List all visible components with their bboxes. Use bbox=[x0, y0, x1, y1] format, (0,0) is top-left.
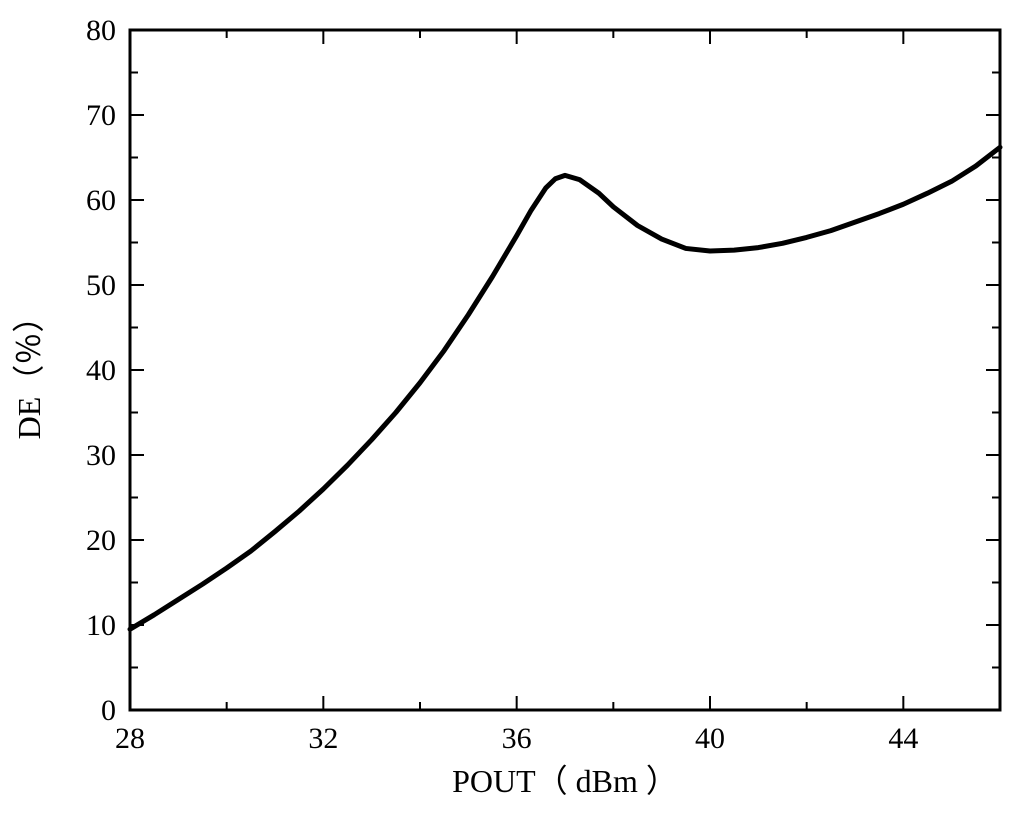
de-vs-pout-chart: 28 32 36 40 44 0 10 20 30 40 50 60 70 80 POUT（ dBm ） DE… bbox=[0, 0, 1030, 815]
y-axis-label: DE（％） bbox=[11, 301, 47, 440]
x-tick-label: 40 bbox=[695, 722, 725, 755]
x-tick-label: 32 bbox=[308, 722, 338, 755]
x-tick-label: 28 bbox=[115, 722, 145, 755]
y-tick-label: 80 bbox=[86, 14, 116, 47]
y-tick-label: 70 bbox=[86, 99, 116, 132]
x-axis-label: POUT（ dBm ） bbox=[452, 763, 678, 799]
y-tick-label: 50 bbox=[86, 269, 116, 302]
x-tick-label: 44 bbox=[888, 722, 918, 755]
x-tick-label: 36 bbox=[502, 722, 532, 755]
y-tick-label: 10 bbox=[86, 609, 116, 642]
y-tick-label: 40 bbox=[86, 354, 116, 387]
y-tick-label: 0 bbox=[101, 694, 116, 727]
y-tick-label: 20 bbox=[86, 524, 116, 557]
chart-container: 28 32 36 40 44 0 10 20 30 40 50 60 70 80 POUT（ dBm ） DE… bbox=[0, 0, 1030, 815]
y-tick-label: 60 bbox=[86, 184, 116, 217]
y-tick-label: 30 bbox=[86, 439, 116, 472]
